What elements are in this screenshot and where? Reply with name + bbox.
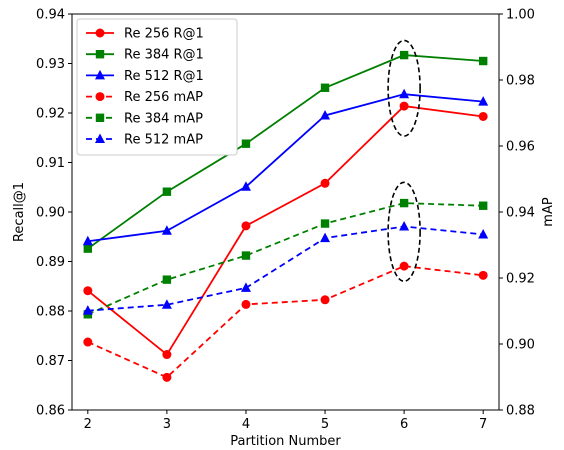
data-point [83,337,93,347]
legend-marker [95,133,105,143]
legend-marker [95,113,105,122]
series-re-384-r-1 [83,50,488,253]
data-point [241,251,251,260]
data-point [478,56,488,66]
data-point [399,88,410,99]
legend-marker [95,50,105,59]
legend-entry: Re 256 mAP [86,90,203,105]
series-line [87,202,484,316]
x-tick-label: 2 [84,417,92,432]
data-point [399,50,409,60]
x-tick-label: 5 [321,417,329,432]
data-point [83,286,93,296]
data-point [320,219,330,228]
left-tick-label: 0.93 [36,57,65,72]
legend-entry: Re 512 R@1 [86,69,204,84]
legend-marker [95,69,105,80]
data-point [320,295,330,305]
legend-entry: Re 512 mAP [86,133,203,148]
legend-entry: Re 256 R@1 [86,27,204,42]
data-point [478,270,488,280]
data-point [478,96,489,106]
data-point [161,299,172,309]
annotation-layer [387,39,421,283]
data-point [241,299,251,309]
left-axis-title: Recall@1 [12,182,27,242]
series-re-256-r-1 [83,101,488,360]
series-re-512-r-1 [82,88,489,246]
series-line [87,105,484,356]
x-axis-title: Partition Number [230,434,341,449]
data-point [320,109,331,120]
legend-entry: Re 384 R@1 [86,48,204,63]
x-tick-label: 6 [400,417,408,432]
data-point [82,235,93,246]
right-tick-label: 0.88 [506,404,535,419]
legend-label: Re 256 R@1 [124,27,204,42]
legend-marker [95,28,105,38]
legend-label: Re 384 R@1 [124,48,204,63]
right-tick-label: 0.94 [506,206,535,221]
data-point [83,244,93,253]
data-point [399,101,409,111]
series-layer [82,50,489,382]
left-axis-ticks: 0.86 0.87 0.88 0.89 0.90 0.91 0.92 0.93 0.94 [36,8,72,419]
left-tick-label: 0.88 [36,305,65,320]
left-tick-label: 0.87 [36,354,65,369]
data-point [240,282,251,292]
legend-label: Re 512 mAP [124,133,203,148]
data-point [399,261,409,271]
left-tick-label: 0.92 [36,107,65,122]
data-point [241,221,251,231]
series-re-384-map [83,198,488,319]
data-point [320,178,330,188]
right-axis-ticks: 0.88 0.90 0.92 0.94 0.96 0.98 1.00 [499,8,535,419]
legend: Re 256 R@1 Re 384 R@1 Re 512 R@1 Re 256 mAP… [76,18,238,156]
legend-marker [95,92,105,102]
left-tick-label: 0.94 [36,8,65,23]
legend-label: Re 256 mAP [124,90,203,105]
left-tick-label: 0.91 [36,156,65,171]
data-point [161,225,172,235]
data-point [162,275,172,284]
right-tick-label: 1.00 [506,8,535,23]
data-point [320,83,330,92]
data-point [320,232,331,243]
data-point [478,201,488,210]
right-tick-label: 0.98 [506,74,535,89]
highlight-ellipse [387,39,421,137]
x-tick-label: 3 [163,417,171,432]
data-point [162,350,172,360]
right-tick-label: 0.92 [506,272,535,287]
right-tick-label: 0.90 [506,338,535,353]
series-line [87,93,484,243]
data-point [162,187,172,196]
left-tick-label: 0.90 [36,206,65,221]
legend-label: Re 384 mAP [124,111,203,126]
data-point [399,198,409,208]
data-point [240,181,251,191]
legend-label: Re 512 R@1 [124,69,204,84]
x-tick-label: 7 [479,417,487,432]
data-point [399,221,410,231]
legend-entry: Re 384 mAP [86,111,203,126]
data-point [162,372,172,382]
x-axis-ticks: 2 3 4 5 6 7 [84,410,487,432]
data-point [241,139,251,148]
data-point [478,111,488,121]
series-re-512-map [82,221,489,315]
series-line [87,54,484,250]
series-re-256-map [83,261,488,382]
left-tick-label: 0.86 [36,404,65,419]
left-tick-label: 0.89 [36,255,65,270]
data-point [82,305,93,315]
series-line [87,265,484,379]
right-axis-title: mAP [541,197,556,227]
data-point [478,228,489,239]
right-tick-label: 0.96 [506,140,535,155]
highlight-ellipse [387,181,421,283]
x-tick-label: 4 [242,417,250,432]
legend-box [76,18,238,156]
